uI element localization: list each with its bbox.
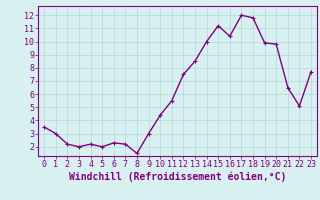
X-axis label: Windchill (Refroidissement éolien,°C): Windchill (Refroidissement éolien,°C) [69,172,286,182]
